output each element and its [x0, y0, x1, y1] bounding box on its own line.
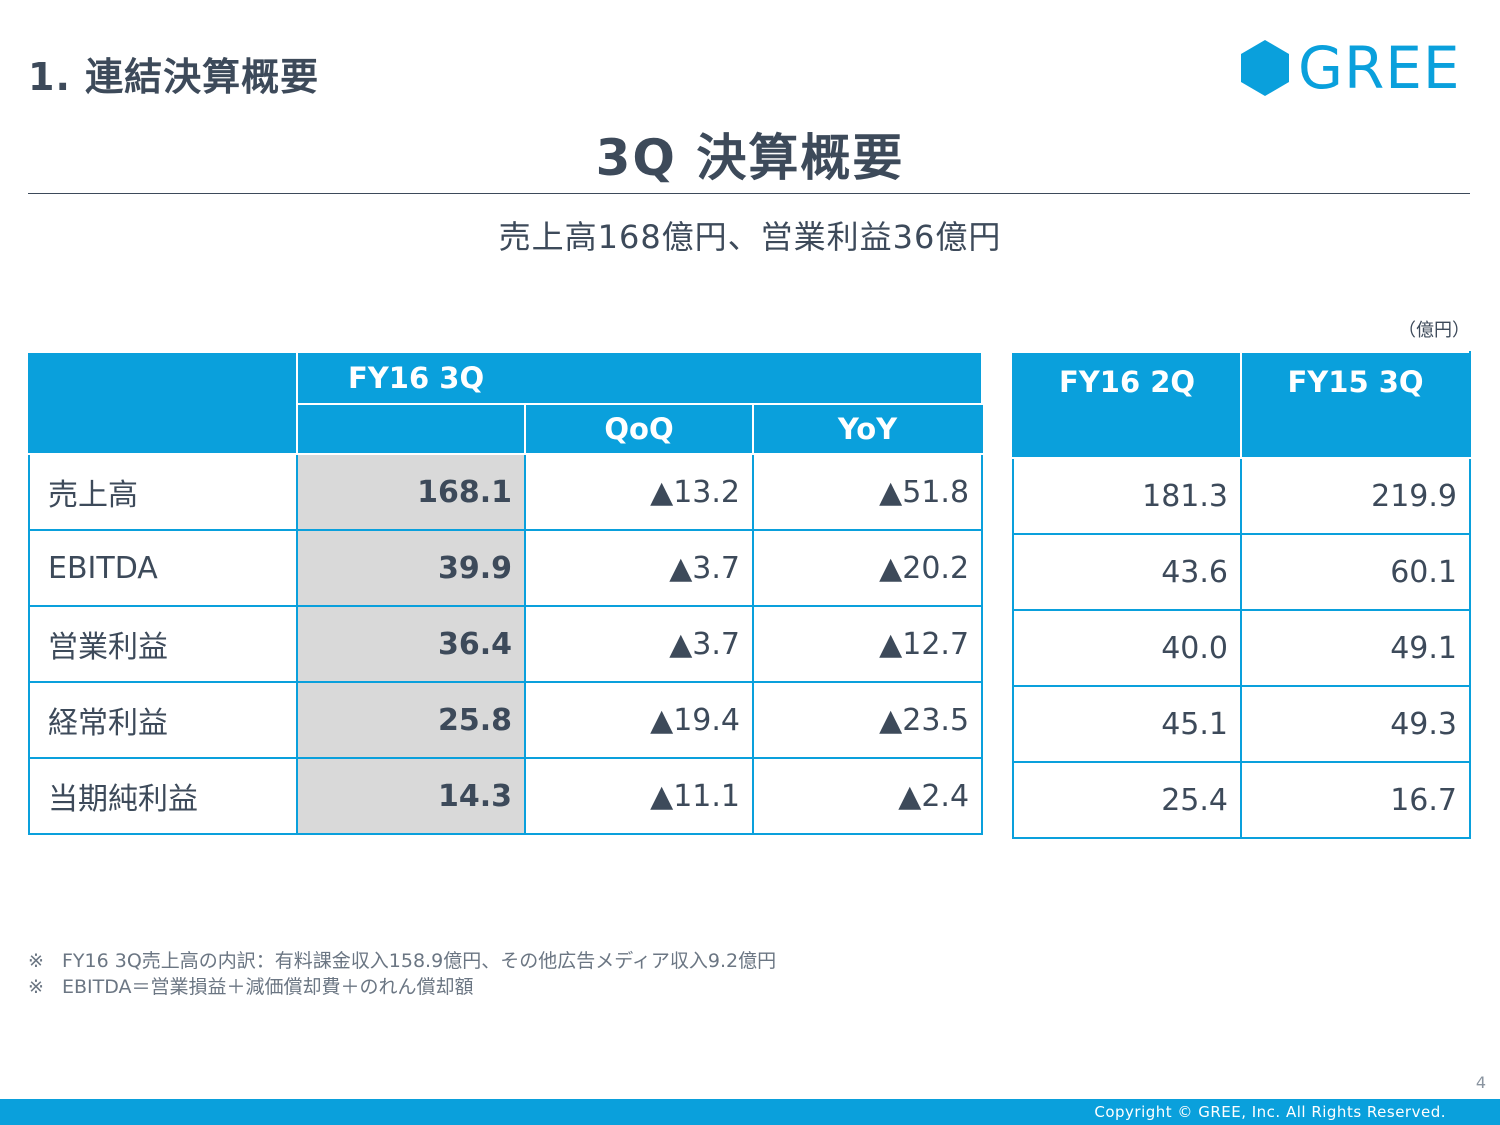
yoy-cell: ▲20.2	[751, 529, 984, 607]
yoy-cell: ▲51.8	[751, 453, 984, 531]
qoq-cell: ▲3.7	[524, 529, 754, 607]
page-number: 4	[1475, 1073, 1486, 1092]
unit-label: （億円）	[1398, 320, 1470, 341]
table-row: 当期純利益 14.3 ▲11.1 ▲2.4	[28, 757, 984, 835]
section-title: 1. 連結決算概要	[28, 55, 320, 99]
qoq-cell: ▲13.2	[524, 453, 754, 531]
comparison-table: FY16 2Q FY15 3Q 181.3 219.9 43.6 60.1 40…	[1012, 351, 1471, 839]
table-row: 45.1 49.3	[1012, 685, 1471, 763]
qoq-cell: ▲11.1	[524, 757, 754, 835]
yoy-cell: ▲2.4	[751, 757, 984, 835]
page-subtitle: 売上高168億円、営業利益36億円	[498, 218, 1002, 256]
footnote: ※ FY16 3Q売上高の内訳：有料課金収入158.9億円、その他広告メディア収入…	[28, 948, 776, 974]
table-row: 売上高 168.1 ▲13.2 ▲51.8	[28, 453, 984, 531]
footnotes: ※ FY16 3Q売上高の内訳：有料課金収入158.9億円、その他広告メディア収入…	[28, 948, 776, 1000]
table-row: 43.6 60.1	[1012, 533, 1471, 611]
yoy-cell: ▲12.7	[751, 605, 984, 683]
table-row: 25.4 16.7	[1012, 761, 1471, 839]
copyright: Copyright © GREE, Inc. All Rights Reserv…	[1094, 1103, 1446, 1121]
fy16-2q-cell: 181.3	[1012, 457, 1242, 535]
row-label: 売上高	[28, 453, 298, 531]
note-text: EBITDA＝営業損益＋減価償却費＋のれん償却額	[62, 976, 474, 998]
table-row: 181.3 219.9	[1012, 457, 1471, 535]
results-table: FY16 3Q QoQ YoY 売上高 168.1 ▲13.2 ▲51.8 EB…	[28, 351, 984, 835]
page-title: 3Q 決算概要	[595, 129, 905, 187]
header-blank-cell	[28, 351, 298, 455]
title-divider	[28, 193, 1470, 194]
value-cell: 168.1	[296, 453, 526, 531]
header-qoq: QoQ	[524, 403, 754, 455]
header-period: FY16 3Q	[295, 351, 984, 405]
header-fy16-2q: FY16 2Q	[1012, 351, 1242, 459]
note-text: FY16 3Q売上高の内訳：有料課金収入158.9億円、その他広告メディア収入9…	[62, 950, 777, 972]
qoq-cell: ▲3.7	[524, 605, 754, 683]
note-mark: ※	[28, 950, 44, 972]
yoy-cell: ▲23.5	[751, 681, 984, 759]
qoq-cell: ▲19.4	[524, 681, 754, 759]
footer-bar: Copyright © GREE, Inc. All Rights Reserv…	[0, 1099, 1500, 1125]
fy16-2q-cell: 40.0	[1012, 609, 1242, 687]
fy15-3q-cell: 49.1	[1240, 609, 1471, 687]
row-label: EBITDA	[28, 529, 298, 607]
row-label: 営業利益	[28, 605, 298, 683]
table-row: EBITDA 39.9 ▲3.7 ▲20.2	[28, 529, 984, 607]
fy16-2q-cell: 25.4	[1012, 761, 1242, 839]
value-cell: 39.9	[296, 529, 526, 607]
row-label: 当期純利益	[28, 757, 298, 835]
fy15-3q-cell: 219.9	[1240, 457, 1471, 535]
table-row: 営業利益 36.4 ▲3.7 ▲12.7	[28, 605, 984, 683]
fy16-2q-cell: 45.1	[1012, 685, 1242, 763]
value-cell: 36.4	[296, 605, 526, 683]
value-cell: 25.8	[296, 681, 526, 759]
fy15-3q-cell: 16.7	[1240, 761, 1471, 839]
row-label: 経常利益	[28, 681, 298, 759]
fy16-2q-cell: 43.6	[1012, 533, 1242, 611]
value-cell: 14.3	[296, 757, 526, 835]
table-row: 経常利益 25.8 ▲19.4 ▲23.5	[28, 681, 984, 759]
note-mark: ※	[28, 976, 44, 998]
header-fy15-3q: FY15 3Q	[1240, 351, 1471, 459]
table-row: 40.0 49.1	[1012, 609, 1471, 687]
fy15-3q-cell: 60.1	[1240, 533, 1471, 611]
header-period-blank	[296, 403, 526, 455]
gree-logo: GREE	[1240, 38, 1461, 98]
hexagon-logo-icon	[1241, 40, 1289, 96]
footnote: ※ EBITDA＝営業損益＋減価償却費＋のれん償却額	[28, 974, 776, 1000]
header-yoy: YoY	[751, 403, 984, 455]
logo-text: GREE	[1298, 34, 1461, 102]
fy15-3q-cell: 49.3	[1240, 685, 1471, 763]
